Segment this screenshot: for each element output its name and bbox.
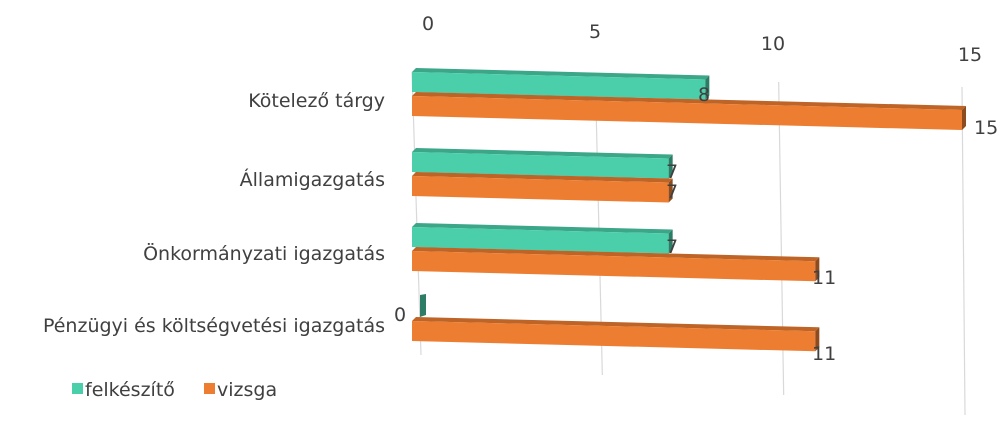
gridline-0: [411, 71, 422, 356]
bar-top-face: [412, 247, 820, 262]
bar-top-face: [412, 92, 966, 111]
data-label: 7: [666, 181, 678, 203]
bar-vizsga-2: [412, 251, 816, 282]
bar-end-face: [668, 178, 673, 203]
bar-felkészítő-1: [412, 152, 669, 179]
data-label: 15: [974, 117, 998, 139]
bar-felkészítő-2: [412, 227, 669, 254]
category-label: Kötelező tárgy: [248, 90, 385, 112]
bar-end-face: [668, 229, 673, 254]
bar-end-face: [705, 75, 710, 100]
bar-top-face: [412, 68, 710, 80]
bar-end-face: [668, 154, 673, 179]
data-label: 8: [698, 84, 710, 106]
bar-top-face: [412, 317, 820, 332]
data-label: 7: [666, 161, 678, 183]
bar-felkészítő-3: [420, 294, 426, 317]
data-label: 7: [666, 236, 678, 258]
x-tick-label-5: 5: [589, 21, 601, 43]
bar-top-face: [412, 148, 673, 159]
data-label: 0: [394, 304, 406, 326]
data-label: 11: [812, 267, 836, 289]
x-tick-label-0: 0: [422, 13, 434, 35]
category-label: Önkormányzati igazgatás: [143, 242, 385, 265]
legend-label-felkészítő: felkészítő: [85, 379, 175, 401]
bar-felkészítő-0: [412, 72, 706, 100]
legend-swatch-felkészítő: [72, 383, 83, 394]
legend-label-vizsga: vizsga: [217, 379, 277, 401]
bar-vizsga-0: [412, 96, 962, 131]
bar-vizsga-1: [412, 176, 669, 203]
bar-top-face: [412, 223, 673, 234]
gridline-15: [961, 86, 966, 416]
bar-end-face: [815, 327, 820, 352]
x-tick-label-15: 15: [958, 44, 982, 66]
bar-end-face: [815, 257, 820, 282]
bar-top-face: [412, 172, 673, 183]
x-tick-label-10: 10: [761, 33, 785, 55]
bar-vizsga-3: [412, 321, 816, 352]
legend-swatch-vizsga: [204, 383, 215, 394]
category-label: Államigazgatás: [240, 168, 385, 191]
category-label: Pénzügyi és költségvetési igazgatás: [43, 315, 385, 337]
data-label: 11: [812, 343, 836, 365]
bar-end-face: [962, 106, 966, 131]
